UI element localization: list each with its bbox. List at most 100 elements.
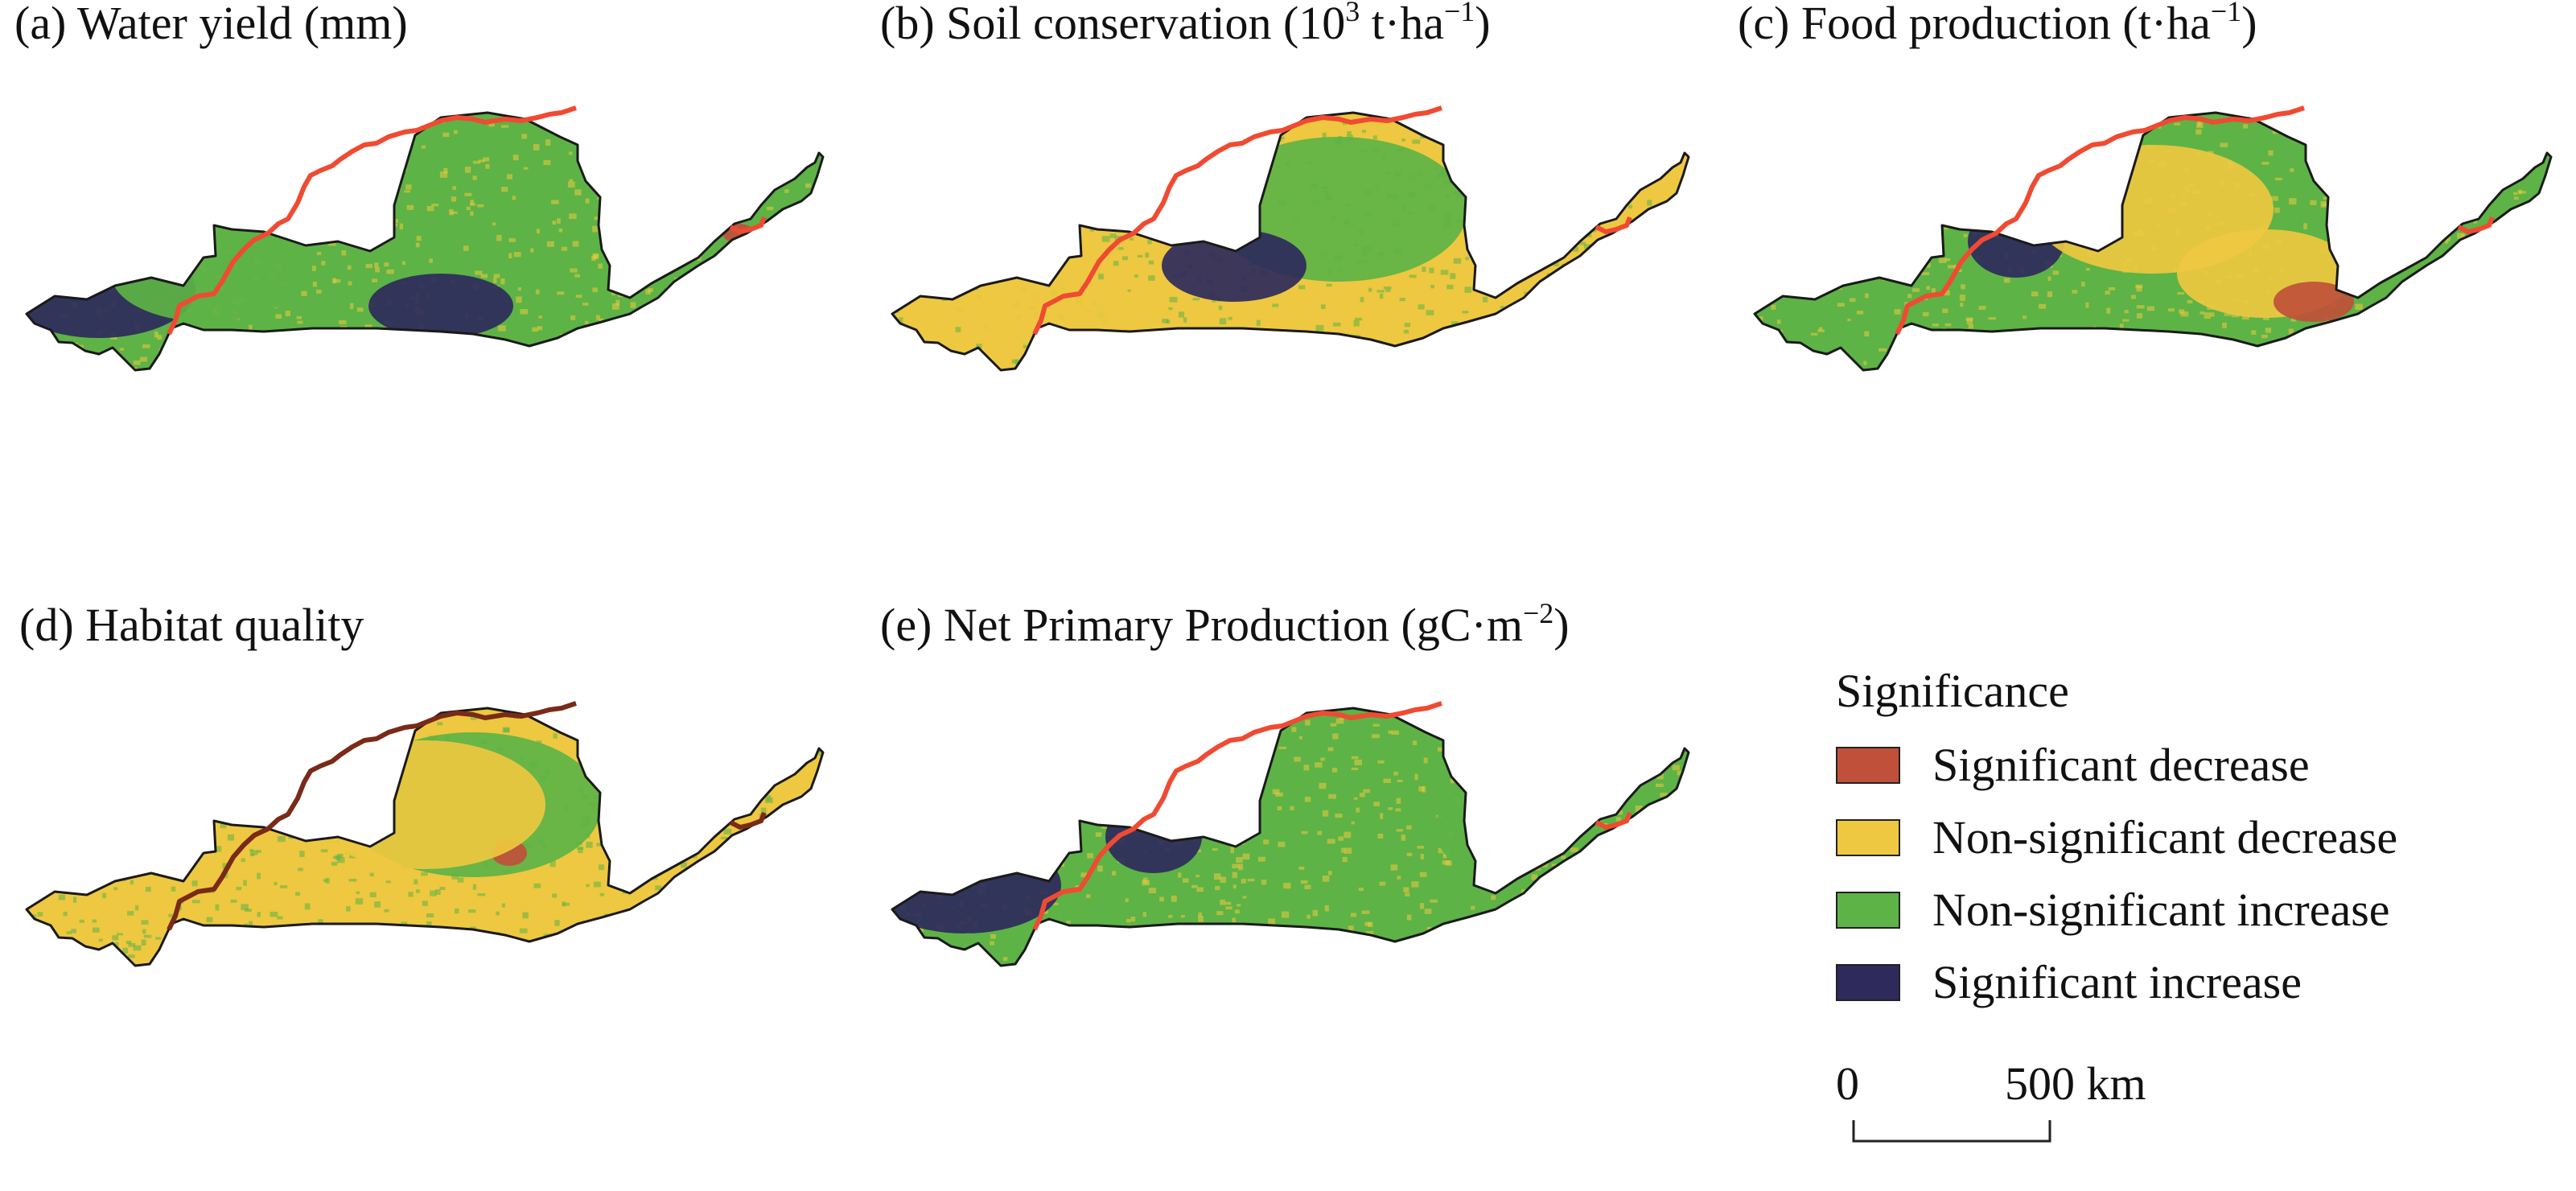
- map-speckle: [384, 909, 389, 913]
- map-speckle: [2405, 213, 2413, 219]
- map-speckle: [937, 178, 945, 183]
- map-speckle: [673, 179, 681, 183]
- map-speckle: [2398, 324, 2404, 331]
- map-speckle: [625, 226, 632, 229]
- panel-e-title: (e) Net Primary Production (gC·m−2): [880, 597, 1570, 651]
- map-speckle: [1023, 138, 1030, 143]
- map-speckle: [1434, 955, 1440, 961]
- map-speckle: [199, 785, 204, 791]
- map-speckle: [615, 327, 620, 332]
- map-speckle: [2336, 328, 2341, 334]
- map-speckle: [622, 126, 630, 130]
- map-speckle: [568, 151, 573, 155]
- map-speckle: [1082, 951, 1087, 957]
- map-speckle: [1011, 359, 1018, 364]
- map-speckle: [1624, 923, 1630, 929]
- map-region-purple: [1162, 229, 1307, 302]
- map-speckle: [1109, 722, 1114, 727]
- map-speckle: [825, 972, 829, 977]
- map-speckle: [1278, 746, 1287, 749]
- map-speckle: [339, 364, 348, 367]
- map-speckle: [95, 153, 101, 159]
- map-speckle: [140, 161, 145, 167]
- map-speckle: [658, 173, 663, 176]
- map-speckle: [249, 921, 253, 928]
- map-speckle: [2105, 367, 2111, 370]
- map-speckle: [398, 341, 406, 346]
- map-speckle: [1352, 365, 1359, 368]
- map-speckle: [780, 326, 788, 333]
- map-speckle: [1383, 778, 1391, 783]
- map-speckle: [1617, 730, 1621, 734]
- map-speckle: [274, 881, 278, 886]
- map-speckle: [942, 287, 949, 291]
- map-speckle: [1201, 827, 1206, 832]
- map-speckle: [64, 162, 71, 167]
- map-speckle: [122, 155, 130, 162]
- map-speckle: [1661, 883, 1668, 888]
- map-speckle: [2545, 265, 2549, 268]
- map-speckle: [1322, 132, 1327, 139]
- map-speckle: [754, 249, 758, 253]
- map-speckle: [679, 933, 687, 937]
- map-speckle: [822, 365, 823, 370]
- map-speckle: [373, 377, 379, 383]
- map-speckle: [2126, 119, 2132, 126]
- map-speckle: [648, 288, 653, 292]
- map-speckle: [1535, 867, 1541, 871]
- map-speckle: [2417, 131, 2424, 134]
- map-speckle: [1275, 792, 1283, 797]
- map-speckle: [1795, 148, 1800, 155]
- map-speckle: [46, 880, 52, 884]
- map-speckle: [1513, 756, 1519, 763]
- map-speckle: [973, 715, 981, 721]
- map-speckle: [732, 216, 741, 221]
- map-speckle: [81, 737, 85, 741]
- map-speckle: [2364, 199, 2372, 206]
- map-speckle: [2268, 150, 2274, 156]
- map-speckle: [617, 328, 625, 332]
- map-speckle: [1017, 134, 1024, 140]
- map-speckle: [512, 155, 519, 161]
- map-speckle: [320, 129, 324, 136]
- map-speckle: [719, 324, 726, 330]
- map-speckle: [234, 757, 243, 763]
- map-speckle: [241, 858, 245, 863]
- map-speckle: [1183, 964, 1187, 966]
- map-speckle: [1089, 229, 1095, 232]
- map-speckle: [1064, 361, 1072, 366]
- map-speckle: [1481, 742, 1489, 748]
- map-speckle: [818, 888, 823, 892]
- map-speckle: [699, 119, 706, 123]
- map-region-yellow: [304, 740, 545, 869]
- map-speckle: [590, 935, 596, 941]
- map-speckle: [1160, 148, 1167, 152]
- map-speckle: [2197, 120, 2201, 126]
- map-speckle: [643, 225, 648, 232]
- map-speckle: [776, 853, 784, 859]
- map-speckle: [356, 307, 364, 312]
- map-speckle: [1826, 167, 1832, 170]
- map-speckle: [2056, 328, 2064, 335]
- map-speckle: [1640, 234, 1648, 237]
- map-speckle: [298, 965, 306, 966]
- map-speckle: [1039, 227, 1048, 231]
- map-speckle: [1111, 759, 1117, 763]
- map-speckle: [223, 336, 228, 342]
- map-speckle: [1676, 288, 1683, 294]
- map-speckle: [1528, 128, 1536, 131]
- map-speckle: [157, 862, 165, 867]
- map-speckle: [2224, 313, 2232, 316]
- map-speckle: [392, 376, 396, 381]
- map-speckle: [134, 231, 138, 234]
- map-speckle: [28, 216, 33, 223]
- map-speckle: [209, 755, 216, 761]
- map-speckle: [1664, 743, 1670, 749]
- map-speckle: [32, 944, 36, 950]
- map-speckle: [681, 293, 688, 298]
- map-speckle: [755, 826, 760, 833]
- map-speckle: [1969, 225, 1973, 229]
- map-speckle: [111, 249, 118, 253]
- map-speckle: [1010, 973, 1016, 979]
- map-speckle: [999, 833, 1007, 840]
